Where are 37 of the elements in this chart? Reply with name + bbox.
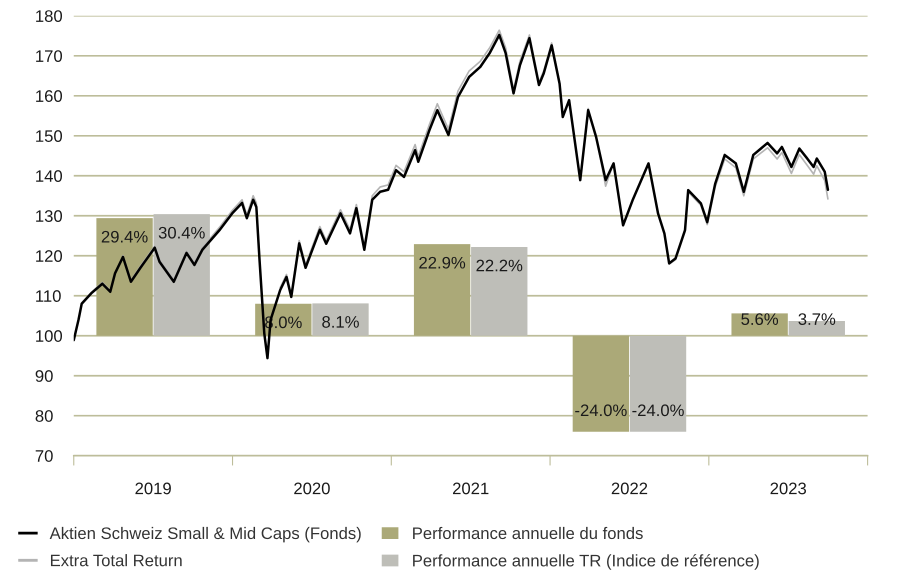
y-tick-label: 150 (36, 130, 62, 142)
y-tick-label: 130 (36, 210, 62, 222)
x-tick-label: 2023 (770, 482, 806, 494)
data-label: 22.2% (476, 260, 522, 272)
legend-label: Performance annuelle TR (Indice de référence) (413, 554, 759, 570)
data-label: -24.0% (632, 404, 684, 416)
legend-label: Performance annuelle du fonds (413, 526, 643, 540)
data-label: -24.0% (575, 404, 627, 416)
bar (471, 246, 528, 336)
y-tick-label: 180 (36, 10, 62, 22)
bar (414, 244, 470, 336)
y-tick-label: 80 (36, 410, 53, 422)
y-tick-label: 110 (36, 290, 61, 302)
legend-label: Aktien Schweiz Small & Mid Caps (Fonds) (50, 526, 361, 542)
x-tick-label: 2019 (135, 482, 171, 494)
data-label: 22.9% (419, 256, 466, 269)
x-tick-label: 2022 (612, 482, 648, 494)
x-tick-label: 2020 (294, 482, 330, 494)
bar (572, 336, 630, 432)
data-label: 30.4% (158, 226, 205, 239)
y-tick-label: 90 (36, 370, 53, 382)
legend-label: Extra Total Return (50, 554, 182, 566)
y-tick-label: 100 (36, 330, 62, 342)
y-tick-label: 140 (36, 170, 62, 182)
bar (96, 218, 153, 336)
data-label: 5.6% (741, 313, 778, 326)
bar (312, 303, 369, 336)
y-tick-label: 70 (36, 450, 53, 462)
bar (630, 336, 686, 432)
y-tick-label: 160 (36, 90, 62, 102)
bar (154, 214, 210, 336)
y-tick-label: 170 (36, 50, 62, 62)
x-tick-label: 2021 (452, 482, 488, 494)
data-label: 3.7% (798, 313, 836, 326)
data-label: 8.1% (322, 316, 359, 328)
y-tick-label: 120 (36, 250, 62, 262)
data-label: 29.4% (102, 230, 148, 243)
